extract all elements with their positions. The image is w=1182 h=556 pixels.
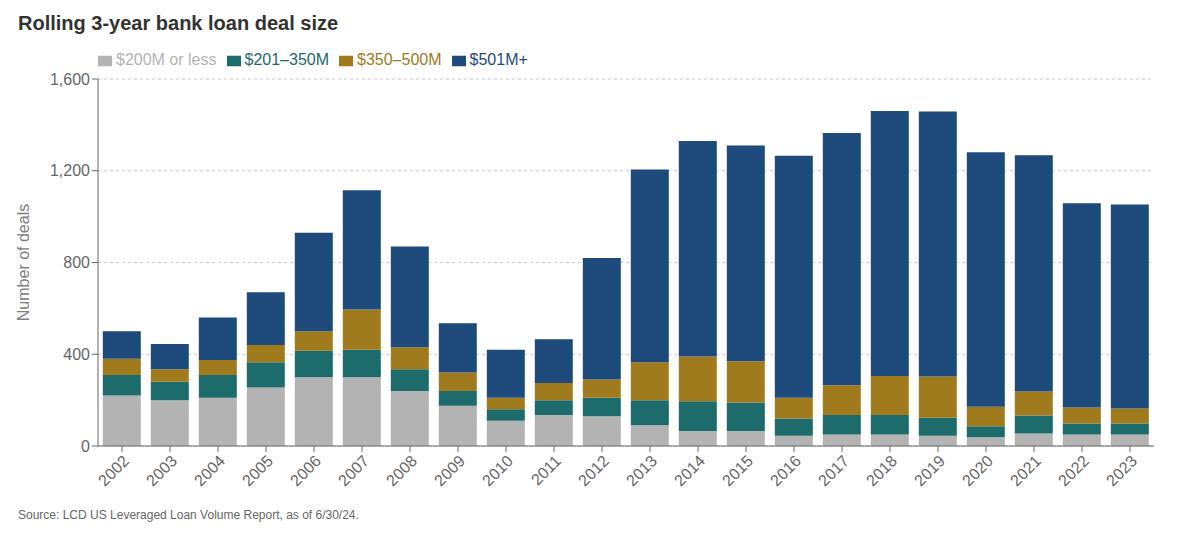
svg-text:2014: 2014 bbox=[671, 452, 708, 489]
svg-text:2021: 2021 bbox=[1007, 452, 1044, 489]
svg-text:2019: 2019 bbox=[911, 452, 948, 489]
svg-text:2004: 2004 bbox=[191, 452, 228, 489]
html-text:$200M or less: $200M or less bbox=[116, 51, 217, 68]
svg-text:2013: 2013 bbox=[623, 452, 660, 489]
svg-text:2022: 2022 bbox=[1055, 452, 1092, 489]
html-text:Rolling 3-year bank loan deal: Rolling 3-year bank loan deal size bbox=[18, 12, 339, 34]
svg-text:2015: 2015 bbox=[719, 452, 756, 489]
svg-text:1,600: 1,600 bbox=[50, 71, 90, 88]
html-text:$350–500M: $350–500M bbox=[357, 51, 442, 68]
svg-text:2002: 2002 bbox=[95, 452, 132, 489]
svg-text:2018: 2018 bbox=[863, 452, 900, 489]
svg-text:400: 400 bbox=[63, 346, 90, 363]
svg-text:800: 800 bbox=[63, 254, 90, 271]
svg-text:2008: 2008 bbox=[383, 452, 420, 489]
svg-text:2023: 2023 bbox=[1103, 452, 1140, 489]
html-text:Source: LCD US Leveraged Loan: Source: LCD US Leveraged Loan Volume Rep… bbox=[18, 508, 359, 522]
svg-text:1,200: 1,200 bbox=[50, 162, 90, 179]
svg-text:2011: 2011 bbox=[528, 452, 564, 488]
html-text:$501M+: $501M+ bbox=[469, 51, 528, 68]
svg-text:2012: 2012 bbox=[575, 452, 612, 489]
html-text:$201–350M: $201–350M bbox=[244, 51, 329, 68]
svg-text:2010: 2010 bbox=[479, 452, 516, 489]
svg-text:Number of deals: Number of deals bbox=[15, 204, 32, 321]
svg-text:2016: 2016 bbox=[767, 452, 804, 489]
svg-text:2017: 2017 bbox=[815, 452, 852, 489]
svg-text:2009: 2009 bbox=[431, 452, 468, 489]
svg-text:2007: 2007 bbox=[335, 452, 372, 489]
svg-text:2005: 2005 bbox=[239, 452, 276, 489]
svg-text:2006: 2006 bbox=[287, 452, 324, 489]
svg-text:0: 0 bbox=[81, 438, 90, 455]
svg-text:2020: 2020 bbox=[959, 452, 996, 489]
svg-text:2003: 2003 bbox=[143, 452, 180, 489]
